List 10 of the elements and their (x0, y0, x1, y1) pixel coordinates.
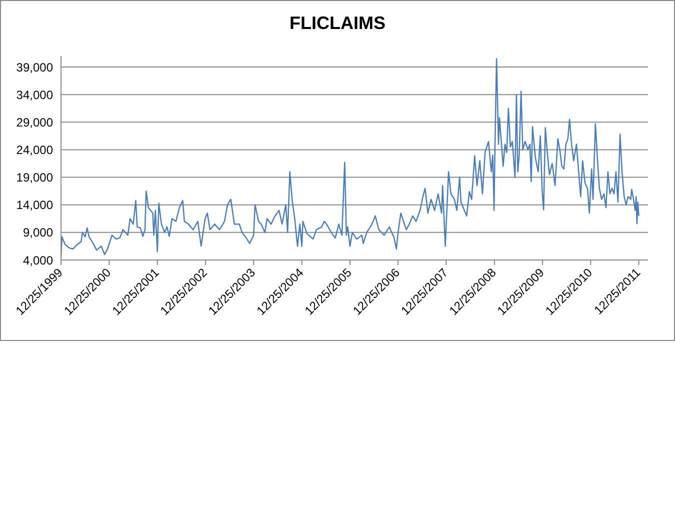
y-tick-label: 19,000 (16, 170, 54, 185)
y-tick-label: 4,000 (22, 253, 54, 268)
y-tick-label: 34,000 (16, 88, 54, 102)
y-tick-label: 39,000 (16, 60, 54, 74)
y-tick-label: 14,000 (16, 198, 54, 212)
y-tick-label: 24,000 (16, 142, 54, 157)
y-tick-label: 29,000 (16, 115, 54, 130)
line-series (61, 58, 640, 258)
y-tick-label: 9,000 (22, 226, 54, 240)
chart-title: FLICLAIMS (288, 13, 386, 34)
